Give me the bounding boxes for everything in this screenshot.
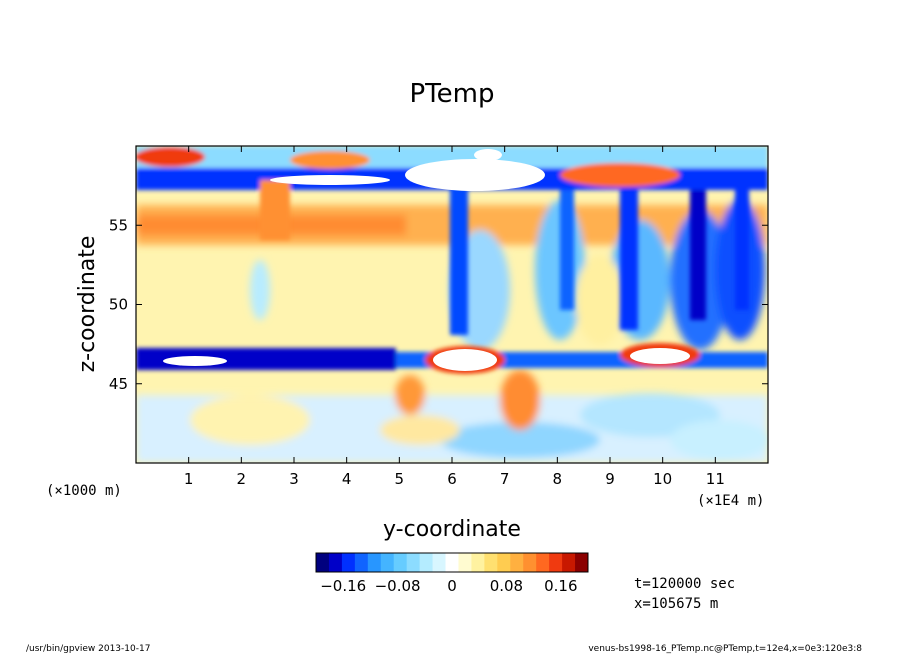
x-tick-label: 8 [553, 470, 563, 488]
colorbar-swatch [354, 553, 369, 572]
footer-right: venus-bs1998-16_PTemp.nc@PTemp,t=12e4,x=… [588, 644, 862, 654]
colorbar-swatch [510, 553, 524, 572]
colorbar-swatch [471, 553, 485, 572]
colorbar-tick-label: 0.16 [544, 577, 577, 595]
colorbar-tick-label: −0.08 [375, 577, 421, 595]
x-tick-label: 2 [237, 470, 247, 488]
colorbar-swatch [380, 553, 395, 572]
footer-left: /usr/bin/gpview 2013-10-17 [26, 644, 150, 654]
colorbar-swatch [393, 553, 408, 572]
x-tick-label: 11 [706, 470, 725, 488]
colorbar-swatch [445, 553, 459, 572]
colorbar [315, 552, 589, 573]
y-tick-label: 45 [109, 375, 128, 393]
colorbar-swatch [523, 553, 537, 572]
heatmap-field [136, 146, 768, 463]
colorbar-swatch [406, 553, 421, 572]
colorbar-tick-label: 0.08 [490, 577, 523, 595]
colorbar-swatch [575, 553, 589, 572]
colorbar-tick-label: 0 [447, 577, 457, 595]
colorbar-swatch [419, 553, 434, 572]
x-tick-label: 1 [184, 470, 194, 488]
colorbar-frame [315, 552, 589, 573]
time-info: t=120000 sec [634, 576, 735, 592]
colorbar-swatch [432, 553, 447, 572]
x-tick-label: 7 [500, 470, 510, 488]
x-axis-label: y-coordinate [383, 517, 521, 542]
colorbar-ticks: −0.16 −0.08 0 0.08 0.16 [320, 577, 577, 595]
colorbar-swatch [549, 553, 563, 572]
x-tick-label: 9 [605, 470, 615, 488]
colorbar-swatch [367, 553, 382, 572]
colorbar-swatch [536, 553, 550, 572]
x-axis: 1 2 3 4 5 6 7 8 9 10 11 [184, 146, 725, 488]
x-tick-label: 5 [395, 470, 405, 488]
x-tick-label: 4 [342, 470, 352, 488]
colorbar-swatch [316, 553, 330, 572]
y-axis: 45 50 55 [109, 216, 768, 393]
x-tick-label: 10 [653, 470, 672, 488]
x-tick-label: 3 [289, 470, 299, 488]
colorbar-tick-label: −0.16 [320, 577, 366, 595]
x-units-left: (×1000 m) [46, 483, 122, 499]
colorbar-swatch [328, 553, 343, 572]
x-units-right: (×1E4 m) [697, 493, 764, 509]
colorbar-swatch [458, 553, 472, 572]
colorbar-swatch [562, 553, 576, 572]
x-tick-label: 6 [447, 470, 457, 488]
chart-title: PTemp [410, 79, 495, 109]
colorbar-swatch [497, 553, 511, 572]
colorbar-swatch [341, 553, 356, 572]
y-tick-label: 50 [109, 296, 128, 314]
y-tick-label: 55 [109, 216, 128, 234]
colorbar-swatch [484, 553, 498, 572]
y-axis-label: z-coordinate [75, 236, 100, 373]
position-info: x=105675 m [634, 596, 718, 612]
